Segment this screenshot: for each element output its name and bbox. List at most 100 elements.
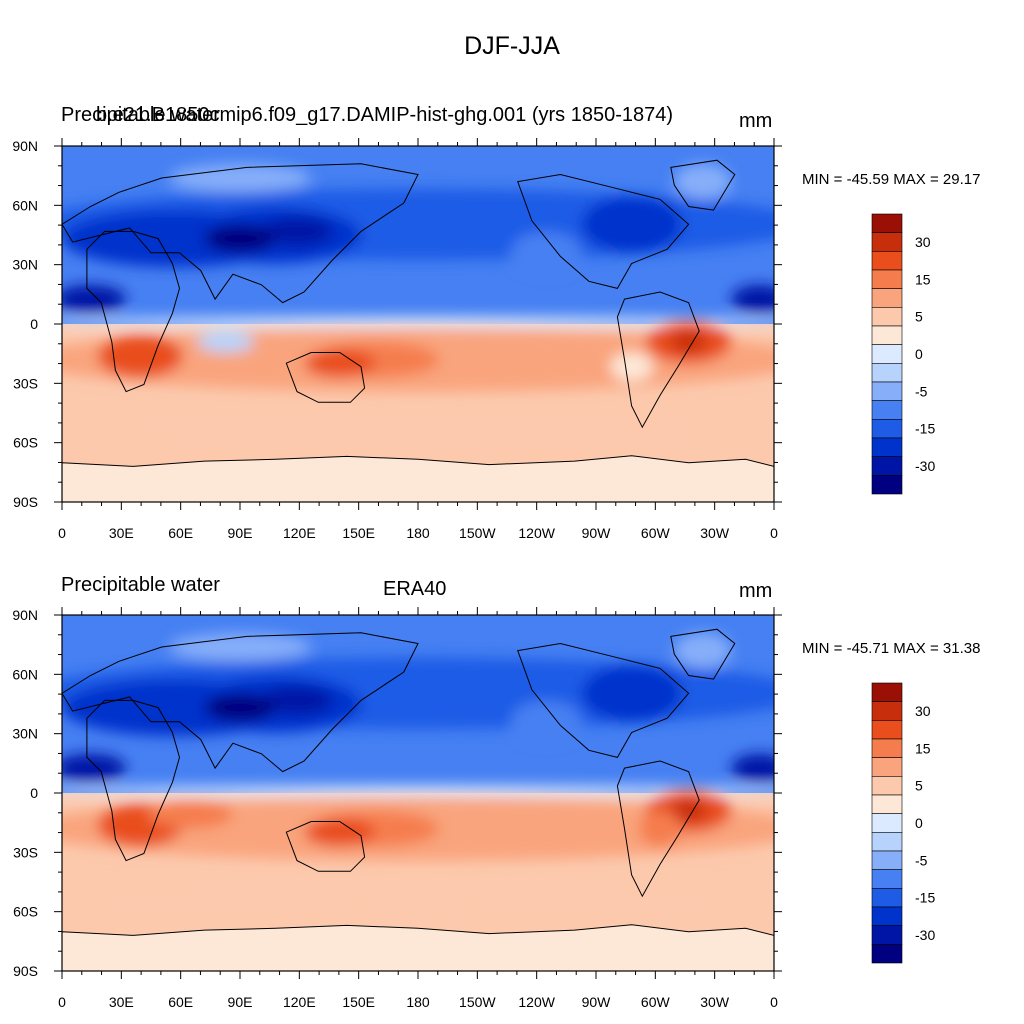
antarctica-fill	[62, 924, 774, 971]
siberia-light	[168, 163, 312, 193]
x-tick-label: 60E	[168, 525, 193, 541]
panel2-unit-label: mm	[739, 580, 773, 602]
colorbar-swatch	[871, 869, 903, 889]
x-tick-label: 150W	[459, 994, 496, 1010]
x-tick-label: 180	[406, 994, 430, 1010]
greenland-light	[674, 163, 732, 200]
y-tick-label: 90N	[12, 607, 38, 623]
x-tick-label: 60W	[641, 525, 671, 541]
y-tick-label: 60N	[12, 666, 38, 682]
colorbar-swatch	[871, 456, 903, 476]
colorbar-swatch	[871, 251, 903, 271]
brazil-core	[670, 331, 707, 353]
panel1-minmax: MIN = -45.59 MAX = 29.17	[802, 171, 980, 188]
colorbar-label: 5	[915, 309, 923, 325]
siberia-light	[168, 632, 312, 662]
colorbar-label: 30	[915, 234, 931, 250]
colorbar-swatch	[871, 400, 903, 420]
equator-band	[62, 316, 774, 328]
india-core	[204, 224, 276, 253]
y-tick-label: 30N	[12, 257, 38, 273]
y-tick-label: 30S	[13, 375, 38, 391]
colorbar-swatch	[871, 720, 903, 740]
panel2-max: MAX = 31.38	[893, 640, 981, 657]
panel1-map: 0 30E 60E 90E 120E 150E 180 150W 120W 90W 60W 30W 0 9…	[12, 138, 782, 541]
america-low	[581, 664, 682, 722]
antarctica-coastline	[62, 924, 774, 971]
panel1-colorbar: 30 15 5 0 -5 -15 -30	[871, 213, 935, 495]
colorbar-swatch	[871, 738, 903, 758]
pacific-east	[510, 231, 582, 275]
x-tick-label: 90E	[228, 994, 253, 1010]
colorbar-label: 15	[915, 740, 931, 756]
southern-ocean	[62, 878, 774, 922]
colorbar-label: -5	[915, 383, 928, 399]
x-tick-label: 30W	[700, 525, 730, 541]
brazil-core	[670, 800, 707, 822]
colorbar-swatch	[871, 832, 903, 852]
colorbar-label: 30	[915, 703, 931, 719]
greenland-coastline	[670, 628, 736, 680]
x-tick-label: 0	[58, 525, 66, 541]
eurasia-coastline	[62, 632, 419, 773]
australia-high	[304, 348, 376, 378]
andes-light	[610, 352, 653, 381]
colorbar-swatch	[871, 288, 903, 308]
atlantic-low	[731, 753, 774, 783]
y-tick-label: 30S	[13, 844, 38, 860]
x-tick-label: 0	[770, 994, 778, 1010]
america-low	[581, 195, 682, 253]
y-tick-label: 60S	[13, 435, 38, 451]
colorbar-label: -5	[915, 852, 928, 868]
australia-high	[304, 817, 376, 847]
x-tick-label: 120E	[283, 525, 316, 541]
x-tick-label: 90E	[228, 525, 253, 541]
main-title: DJF-JJA	[464, 32, 560, 60]
panel2-min: MIN = -45.71	[802, 640, 890, 657]
indian-ocean-high	[147, 800, 233, 829]
x-tick-label: 120E	[283, 994, 316, 1010]
equator-band	[62, 785, 774, 797]
pacific-east	[510, 700, 582, 744]
colorbar-swatch	[871, 682, 903, 702]
x-tick-label: 30E	[109, 994, 134, 1010]
y-tick-label: 0	[30, 316, 38, 332]
colorbar-swatch	[871, 925, 903, 945]
colorbar-label: 0	[915, 346, 923, 362]
panel2-left-label: Precipitable water	[61, 574, 220, 596]
colorbar-swatch	[871, 325, 903, 345]
asia-core	[261, 217, 333, 246]
panel2-minmax: MIN = -45.71 MAX = 31.38	[802, 640, 980, 657]
colorbar-swatch	[871, 701, 903, 721]
colorbar-swatch	[871, 232, 903, 252]
africa-south-high	[97, 334, 184, 378]
colorbar-label: -15	[915, 421, 935, 437]
y-tick-label: 30N	[12, 726, 38, 742]
panel2-center-label: ERA40	[383, 578, 447, 600]
x-tick-label: 150W	[459, 525, 496, 541]
colorbar-swatch	[871, 419, 903, 439]
panel1-max: MAX = 29.17	[893, 171, 981, 188]
andes-high	[638, 810, 682, 847]
asia-core	[261, 686, 333, 715]
x-tick-label: 180	[406, 525, 430, 541]
panel1-min: MIN = -45.59	[802, 171, 890, 188]
colorbar-label: 5	[915, 778, 923, 794]
y-tick-label: 0	[30, 785, 38, 801]
colorbar-swatch	[871, 213, 903, 233]
panel2-map: 0 30E 60E 90E 120E 150E 180 150W 120W 90W 60W 30W 0 9…	[12, 607, 782, 1010]
australia-coastline	[285, 352, 366, 403]
colorbar-swatch	[871, 269, 903, 289]
y-tick-label: 60S	[13, 904, 38, 920]
africa-coastline	[86, 699, 181, 862]
colorbar-label: 15	[915, 271, 931, 287]
colorbar-swatch	[871, 776, 903, 796]
x-tick-label: 150E	[342, 994, 375, 1010]
colorbar-swatch	[871, 813, 903, 833]
y-tick-label: 90S	[13, 963, 38, 979]
panel2-colorbar: 30 15 5 0 -5 -15 -30	[871, 682, 935, 964]
panel1-unit-label: mm	[739, 110, 773, 132]
africa-coastline	[86, 230, 181, 393]
colorbar-swatch	[871, 307, 903, 327]
